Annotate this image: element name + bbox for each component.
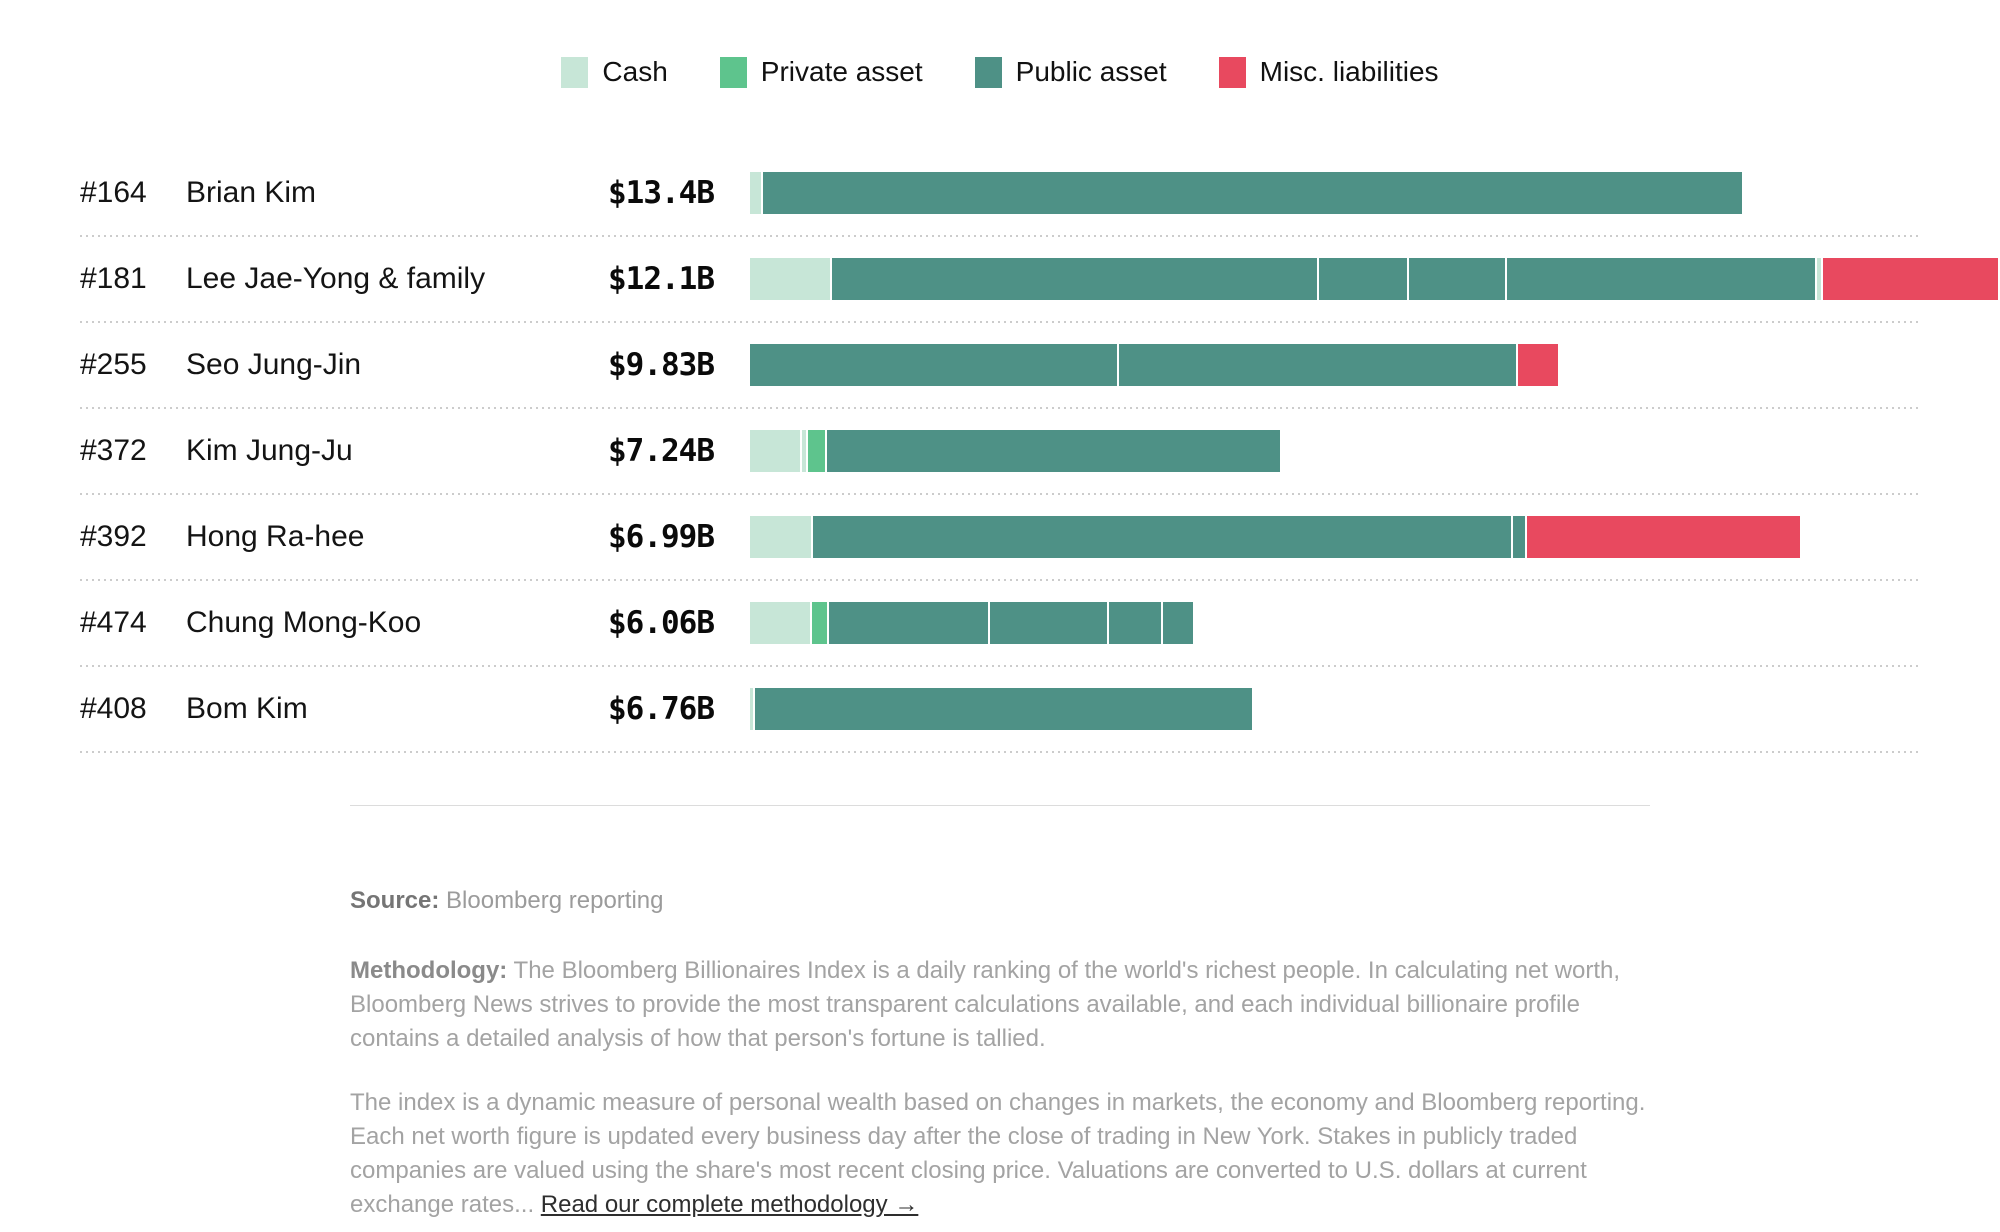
index-description-paragraph: The index is a dynamic measure of person… [350,1086,1660,1222]
person-name: Kim Jung-Ju [186,434,353,467]
legend-swatch-private-icon [719,56,747,88]
row-separator [80,235,1920,237]
asset-bar [750,344,2000,386]
bar-segment-public [827,430,1280,472]
legend-label-public: Public asset [1015,56,1167,87]
bar-segment-public [750,344,1117,386]
legend-swatch-public-icon [974,56,1002,88]
source-label: Source: [350,887,440,914]
row-separator [80,493,1920,495]
bar-segment-private [812,602,827,644]
methodology-paragraph: Methodology: The Bloomberg Billionaires … [350,954,1660,1056]
billionaire-row: #164 Brian Kim $13.4B [0,151,2000,237]
bar-segment-cash [750,172,761,214]
bar-segment-public [1109,602,1161,644]
bar-segment-public [990,602,1107,644]
asset-bar [750,258,2000,300]
bar-segment-public [1507,258,1815,300]
net-worth-value: $12.1B [608,261,715,297]
methodology-label: Methodology: [350,957,508,984]
bar-segment-liability [1527,516,1800,558]
net-worth-value: $6.06B [608,605,715,641]
net-worth-value: $6.99B [608,519,715,555]
billionaire-row: #408 Bom Kim $6.76B [0,667,2000,753]
bar-segment-public [1119,344,1516,386]
person-name: Chung Mong-Koo [186,606,422,639]
person-name: Hong Ra-hee [186,520,365,553]
rank-label: #164 [80,176,147,209]
legend-item-public: Public asset [974,56,1167,88]
bar-segment-cash [750,258,830,300]
bar-segment-public [1319,258,1407,300]
bar-segment-cash [1817,258,1821,300]
bar-segment-liability [1823,258,1998,300]
methodology-text: The Bloomberg Billionaires Index is a da… [350,957,1621,1052]
billionaire-rows: #164 Brian Kim $13.4B #181 Lee Jae-Yong & fa… [0,151,2000,753]
index-description-text: The index is a dynamic measure of person… [350,1089,1646,1218]
legend-item-liability: Misc. liabilities [1218,56,1439,88]
chart-legend: Cash Private asset Public asset Misc. liabi… [0,56,2000,88]
asset-bar [750,430,2000,472]
billionaire-row: #181 Lee Jae-Yong & family $12.1B [0,237,2000,323]
footer-divider [350,805,1650,806]
person-name: Seo Jung-Jin [186,348,362,381]
row-separator [80,407,1920,409]
legend-label-liability: Misc. liabilities [1259,56,1439,87]
bar-segment-public [1163,602,1193,644]
bar-segment-public [832,258,1317,300]
asset-bar [750,172,2000,214]
net-worth-value: $7.24B [608,433,715,469]
source-line: Source: Bloomberg reporting [350,884,1650,917]
bar-segment-public [763,172,1742,214]
row-separator [80,579,1920,581]
bar-segment-public [813,516,1511,558]
bar-segment-cash [750,688,753,730]
legend-label-cash: Cash [602,56,668,87]
rank-label: #255 [80,348,147,381]
asset-bar [750,688,2000,730]
asset-bar [750,516,2000,558]
bar-segment-public [755,688,1252,730]
net-worth-value: $9.83B [608,347,715,383]
bar-segment-cash [750,516,811,558]
person-name: Brian Kim [186,176,317,209]
billionaire-row: #392 Hong Ra-hee $6.99B [0,495,2000,581]
row-separator [80,751,1920,753]
bar-segment-liability [1518,344,1558,386]
legend-item-private: Private asset [719,56,923,88]
source-text: Bloomberg reporting [439,887,664,914]
bar-segment-cash [802,430,806,472]
rank-label: #372 [80,434,147,467]
billionaire-row: #474 Chung Mong-Koo $6.06B [0,581,2000,667]
legend-label-private: Private asset [760,56,923,87]
asset-bar [750,602,2000,644]
billionaire-row: #255 Seo Jung-Jin $9.83B [0,323,2000,409]
bar-segment-cash [750,430,800,472]
person-name: Lee Jae-Yong & family [186,262,486,295]
rank-label: #408 [80,692,147,725]
bar-segment-public [1409,258,1505,300]
net-worth-value: $13.4B [608,175,715,211]
net-worth-value: $6.76B [608,691,715,727]
rank-label: #181 [80,262,147,295]
legend-swatch-cash-icon [561,56,589,88]
methodology-link[interactable]: Read our complete methodology → [540,1191,919,1218]
rank-label: #392 [80,520,147,553]
bar-segment-private [808,430,825,472]
legend-swatch-liability-icon [1218,56,1246,88]
legend-item-cash: Cash [561,56,668,88]
row-separator [80,321,1920,323]
row-separator [80,665,1920,667]
bar-segment-public [829,602,988,644]
person-name: Bom Kim [186,692,308,725]
bar-segment-public [1513,516,1525,558]
rank-label: #474 [80,606,147,639]
bar-segment-cash [750,602,810,644]
billionaire-row: #372 Kim Jung-Ju $7.24B [0,409,2000,495]
